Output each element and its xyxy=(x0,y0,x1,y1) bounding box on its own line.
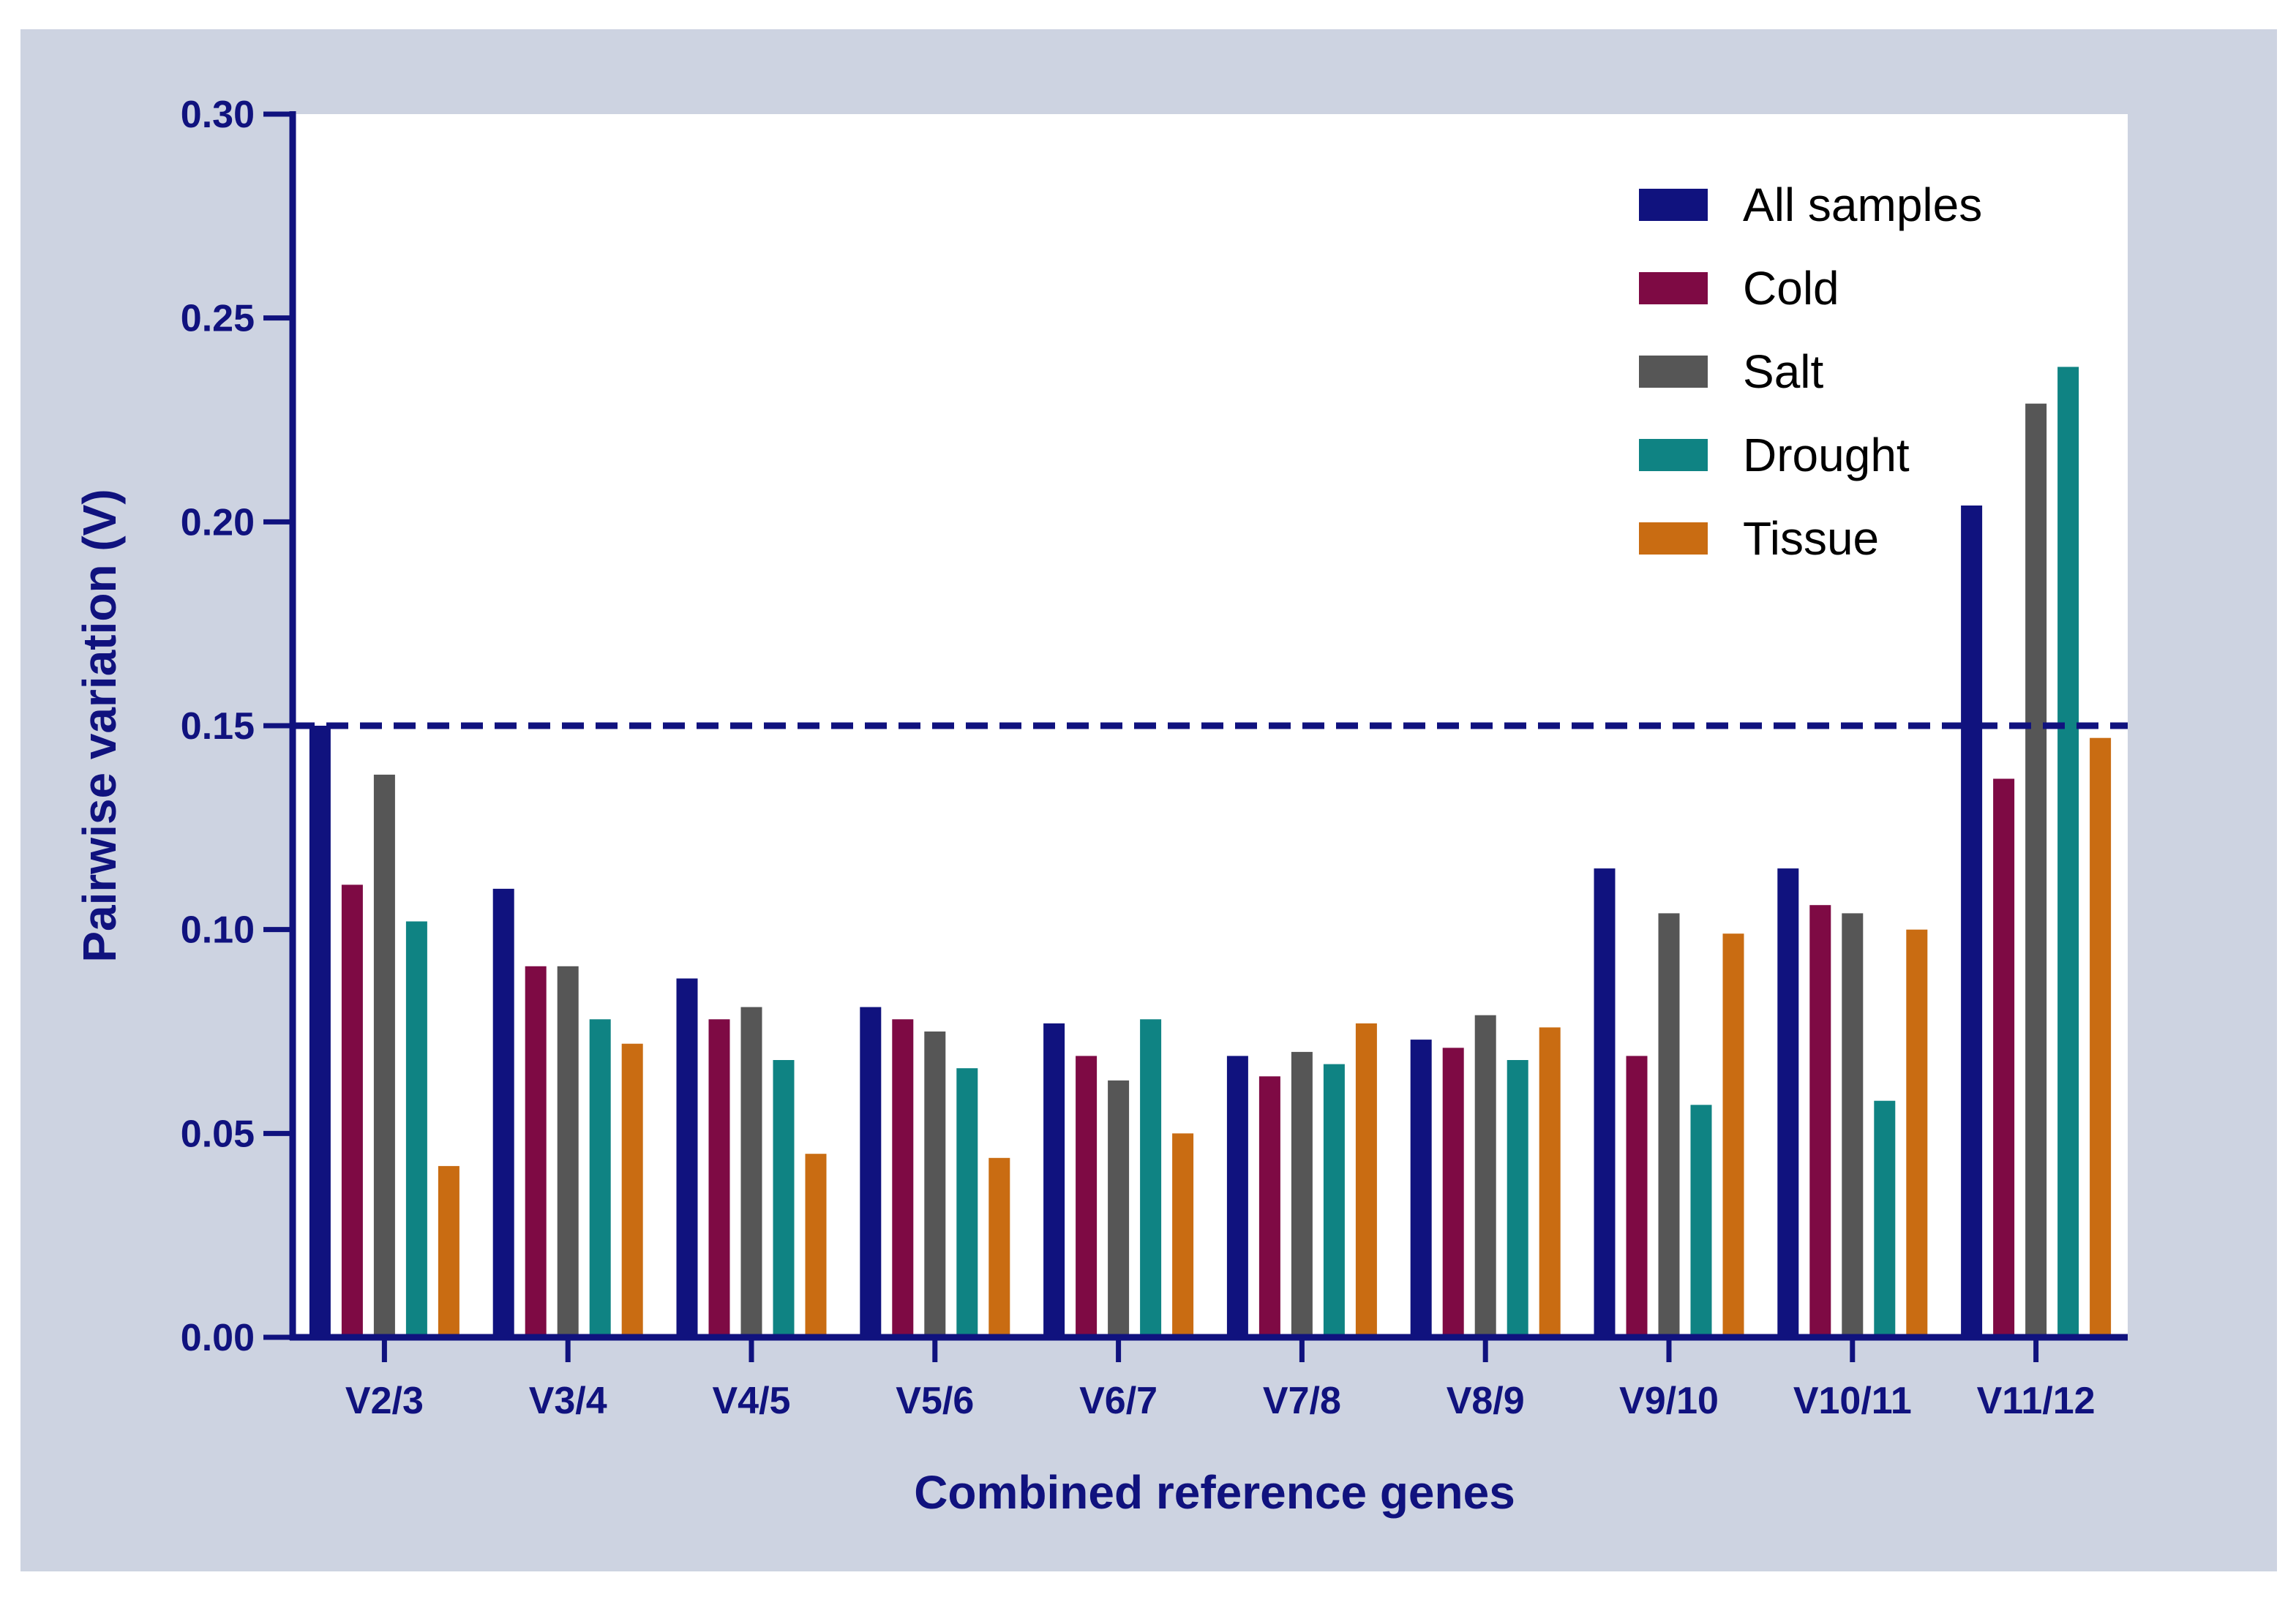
bar-tissue-v5-6 xyxy=(988,1157,1010,1337)
x-tick-label: V4/5 xyxy=(713,1380,791,1422)
bar-tissue-v9-10 xyxy=(1722,933,1744,1337)
legend-label-salt: Salt xyxy=(1743,345,1824,398)
bar-all-samples-v8-9 xyxy=(1410,1040,1432,1337)
legend-swatch-salt xyxy=(1639,356,1708,388)
x-axis-title: Combined reference genes xyxy=(914,1466,1515,1519)
bar-tissue-v11-12 xyxy=(2090,737,2112,1337)
bars xyxy=(309,367,2112,1338)
bar-tissue-v6-7 xyxy=(1172,1133,1194,1337)
legend-swatch-drought xyxy=(1639,439,1708,471)
y-axis-title: Pairwise variation (V) xyxy=(73,489,126,962)
x-ticks: V2/3 V3/4 V4/5 V5/6 V6/7 V7/8 V8/9 V9/10 V10/11 V… xyxy=(345,1337,2096,1422)
x-tick-label: V9/10 xyxy=(1619,1380,1719,1422)
bar-tissue-v2-3 xyxy=(438,1165,459,1337)
bar-cold-v8-9 xyxy=(1442,1048,1464,1337)
bar-all-samples-v9-10 xyxy=(1594,868,1616,1337)
bar-tissue-v3-4 xyxy=(621,1043,643,1337)
bar-salt-v8-9 xyxy=(1474,1015,1496,1337)
bar-drought-v11-12 xyxy=(2057,367,2079,1337)
bar-drought-v5-6 xyxy=(956,1068,978,1337)
y-tick-label: 0.15 xyxy=(181,705,255,748)
bar-tissue-v8-9 xyxy=(1539,1027,1561,1337)
y-tick-label: 0.00 xyxy=(181,1317,255,1359)
bar-tissue-v7-8 xyxy=(1355,1023,1377,1337)
bar-drought-v2-3 xyxy=(405,921,427,1337)
y-tick-label: 0.25 xyxy=(181,298,255,340)
bar-salt-v9-10 xyxy=(1658,913,1680,1337)
y-tick-label: 0.05 xyxy=(181,1113,255,1155)
x-tick-label: V10/11 xyxy=(1793,1380,1912,1422)
bar-all-samples-v11-12 xyxy=(1961,506,1983,1337)
bar-all-samples-v4-5 xyxy=(676,978,698,1337)
y-tick-label: 0.30 xyxy=(181,94,255,136)
bar-all-samples-v3-4 xyxy=(492,888,514,1337)
bar-salt-v2-3 xyxy=(373,774,395,1337)
bar-all-samples-v7-8 xyxy=(1226,1056,1248,1337)
bar-cold-v10-11 xyxy=(1809,905,1831,1337)
legend: All samples Cold Salt Drought Tissue xyxy=(1639,179,1982,565)
x-tick-label: V11/12 xyxy=(1977,1380,2096,1422)
bar-all-samples-v6-7 xyxy=(1043,1023,1065,1337)
bar-salt-v10-11 xyxy=(1842,913,1864,1337)
legend-swatch-tissue xyxy=(1639,522,1708,555)
y-tick-label: 0.10 xyxy=(181,909,255,952)
bar-drought-v9-10 xyxy=(1690,1105,1712,1337)
bar-salt-v11-12 xyxy=(2025,403,2047,1338)
legend-label-drought: Drought xyxy=(1743,429,1910,481)
y-ticks: 0.00 0.05 0.10 0.15 0.20 0.25 0.30 xyxy=(181,94,293,1359)
bar-cold-v11-12 xyxy=(1993,778,2015,1337)
bar-drought-v3-4 xyxy=(589,1019,611,1337)
bar-cold-v4-5 xyxy=(708,1019,730,1337)
legend-label-cold: Cold xyxy=(1743,262,1839,315)
bar-salt-v6-7 xyxy=(1108,1080,1130,1337)
bar-drought-v8-9 xyxy=(1507,1060,1528,1337)
bar-drought-v4-5 xyxy=(773,1060,795,1337)
bar-all-samples-v2-3 xyxy=(309,726,331,1337)
x-tick-label: V7/8 xyxy=(1263,1380,1341,1422)
bar-tissue-v4-5 xyxy=(805,1154,827,1337)
bar-salt-v7-8 xyxy=(1291,1051,1313,1337)
legend-swatch-all-samples xyxy=(1639,189,1708,221)
bar-cold-v3-4 xyxy=(525,966,547,1337)
bar-cold-v7-8 xyxy=(1258,1076,1280,1337)
x-tick-label: V8/9 xyxy=(1447,1380,1525,1422)
legend-label-tissue: Tissue xyxy=(1743,512,1879,565)
bar-salt-v5-6 xyxy=(924,1032,946,1337)
bar-cold-v5-6 xyxy=(892,1019,914,1337)
bar-all-samples-v10-11 xyxy=(1777,868,1799,1337)
x-tick-label: V3/4 xyxy=(529,1380,607,1422)
bar-drought-v6-7 xyxy=(1140,1019,1162,1337)
bar-tissue-v10-11 xyxy=(1906,929,1928,1337)
bar-cold-v2-3 xyxy=(341,884,363,1337)
bar-salt-v4-5 xyxy=(740,1007,762,1337)
legend-swatch-cold xyxy=(1639,272,1708,304)
bar-cold-v9-10 xyxy=(1626,1056,1648,1337)
y-tick-label: 0.20 xyxy=(181,501,255,544)
bar-drought-v10-11 xyxy=(1874,1100,1896,1337)
bar-salt-v3-4 xyxy=(557,966,579,1337)
bar-drought-v7-8 xyxy=(1323,1064,1345,1337)
bar-cold-v6-7 xyxy=(1076,1056,1098,1337)
legend-label-all-samples: All samples xyxy=(1743,179,1982,231)
x-tick-label: V5/6 xyxy=(896,1380,974,1422)
bar-all-samples-v5-6 xyxy=(860,1007,882,1337)
x-tick-label: V6/7 xyxy=(1079,1380,1158,1422)
x-tick-label: V2/3 xyxy=(345,1380,424,1422)
